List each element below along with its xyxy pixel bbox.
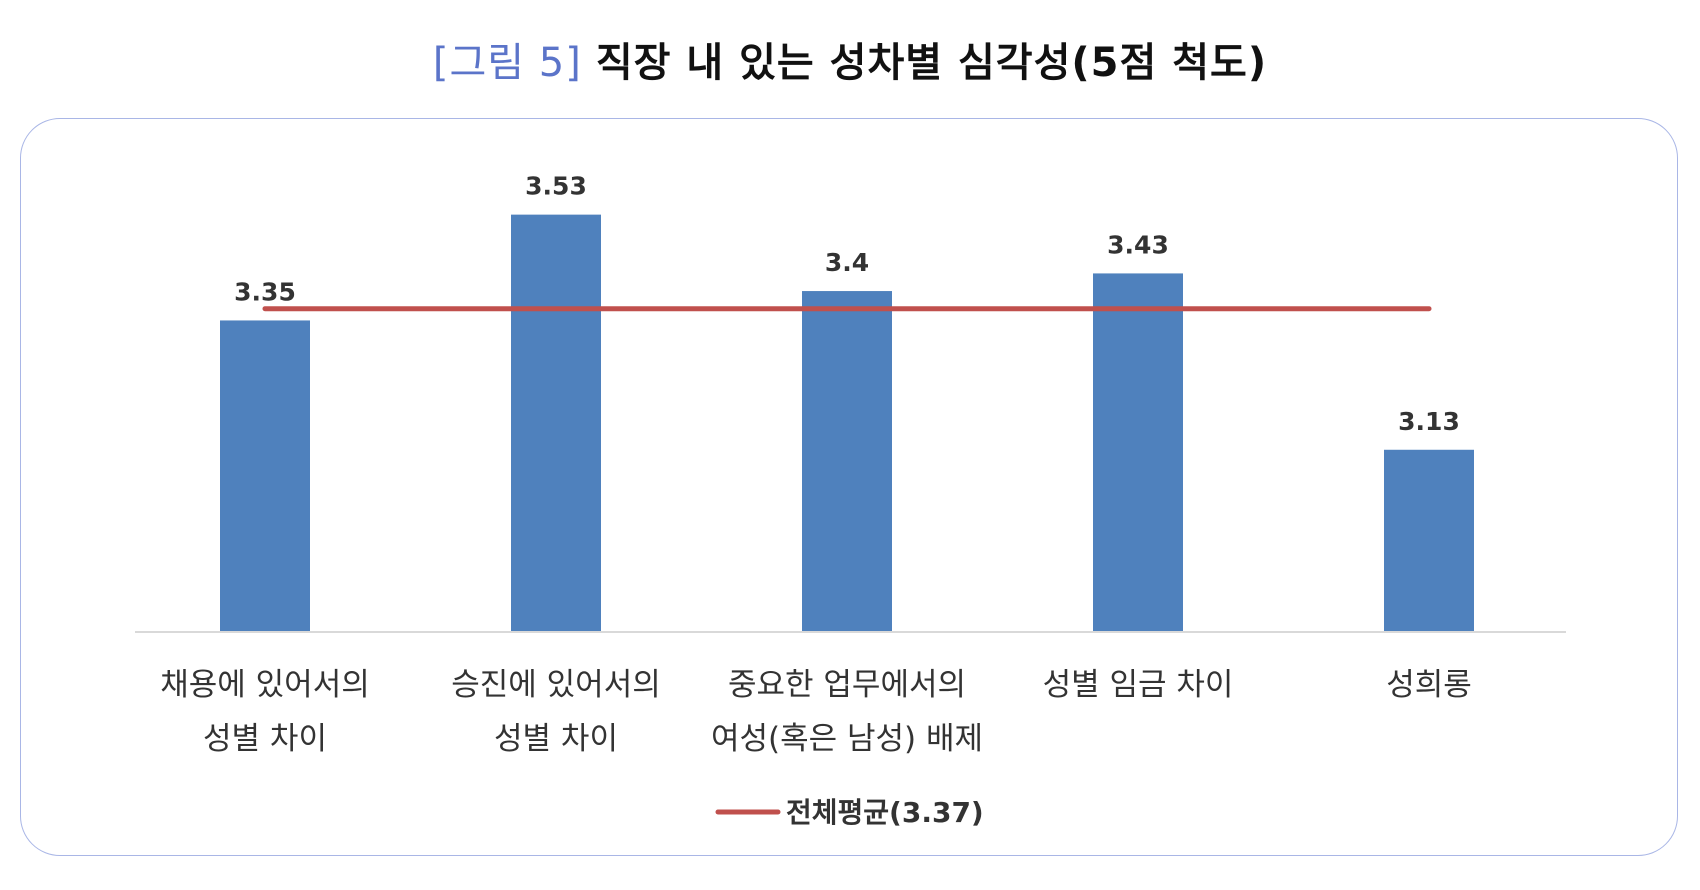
bar-1: [220, 320, 310, 632]
data-label-5: 3.13: [1398, 407, 1460, 436]
legend-label: 전체평균(3.37): [786, 796, 984, 829]
category-label-2-1: 승진에 있어서의: [451, 667, 661, 703]
bar-5: [1384, 449, 1474, 632]
category-label-3-1: 중요한 업무에서의: [728, 667, 966, 703]
data-label-4: 3.43: [1107, 230, 1169, 259]
category-label-5-1: 성희롱: [1386, 667, 1472, 703]
category-label-1-2: 성별 차이: [203, 721, 327, 757]
category-label-1-1: 채용에 있어서의: [160, 667, 370, 703]
figure-label: [그림 5]: [432, 40, 582, 86]
category-label-2-2: 성별 차이: [494, 721, 618, 757]
category-label-3-2: 여성(혹은 남성) 배제: [711, 721, 983, 757]
chart-frame: [20, 118, 1678, 856]
bar-3: [802, 291, 892, 632]
category-label-4-1: 성별 임금 차이: [1043, 667, 1234, 703]
bar-4: [1093, 273, 1183, 632]
bar-2: [511, 214, 601, 632]
data-label-1: 3.35: [234, 277, 296, 306]
data-label-3: 3.4: [825, 248, 869, 277]
data-label-2: 3.53: [525, 172, 587, 201]
title-text: 직장 내 있는 성차별 심각성(5점 척도): [595, 40, 1268, 86]
chart-title: [그림 5] 직장 내 있는 성차별 심각성(5점 척도): [0, 30, 1700, 88]
